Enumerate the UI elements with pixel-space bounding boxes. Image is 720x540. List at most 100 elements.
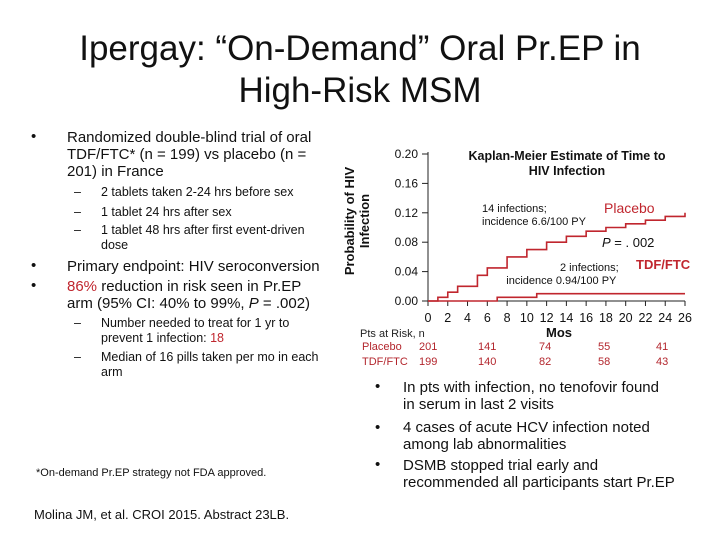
p-value-label: P = . 002: [602, 235, 654, 250]
p-symbol: P: [602, 235, 611, 250]
y-tick-label: 0.08: [395, 235, 419, 249]
x-axis: 0 2 4 6 8 10 12 14 16 18 20 22 24 26: [425, 300, 692, 325]
bullet-marker: •: [31, 128, 37, 145]
bullet-primary-endpoint: Primary endpoint: HIV seroconversion: [67, 258, 320, 275]
x-tick-label: 16: [579, 311, 593, 325]
x-tick-label: 24: [658, 311, 672, 325]
reduction-percent: 86%: [67, 278, 98, 295]
bullet-text: in serum in last 2 visits: [403, 396, 554, 413]
bullet-trial-design: Randomized double-blind trial of oral TD…: [67, 129, 347, 180]
y-axis: 0.20 0.16 0.12 0.08 0.04 0.00: [395, 147, 429, 308]
bullet-text: 4 cases of acute HCV infection noted: [403, 419, 650, 436]
risk-value: 55: [598, 341, 611, 353]
slide-title: Ipergay: “On-Demand” Oral Pr.EP in High-…: [0, 28, 720, 112]
y-tick-label: 0.20: [395, 147, 419, 161]
sub-bullet-text: prevent 1 infection:: [101, 331, 211, 345]
risk-value: 43: [656, 356, 669, 368]
sub-bullet-median-pills: Median of 16 pills taken per mo in each …: [101, 350, 319, 380]
x-tick-label: 10: [520, 311, 534, 325]
dash-marker: –: [74, 185, 81, 199]
y-tick-label: 0.12: [395, 206, 419, 220]
sub-bullet-nnt: Number needed to treat for 1 yr to preve…: [101, 316, 289, 346]
bullet-text: In pts with infection, no tenofovir foun…: [403, 379, 659, 396]
bullet-text: among lab abnormalities: [403, 436, 567, 453]
dash-marker: –: [74, 350, 81, 364]
legend-tdf-ftc: TDF/FTC: [636, 257, 691, 272]
x-tick-label: 8: [504, 311, 511, 325]
footnote: *On-demand Pr.EP strategy not FDA approv…: [36, 467, 267, 479]
legend-placebo: Placebo: [604, 200, 655, 216]
y-tick-label: 0.16: [395, 176, 419, 190]
sub-bullet-dose-2: 1 tablet 24 hrs after sex: [101, 205, 232, 219]
bullet-text: TDF/FTC* (n = 199) vs placebo (n =: [67, 146, 307, 163]
bullet-marker: •: [31, 277, 37, 294]
sub-bullet-text: dose: [101, 238, 129, 252]
x-tick-label: 26: [678, 311, 692, 325]
bullet-text: 201) in France: [67, 163, 164, 180]
bullet-no-tenofovir: In pts with infection, no tenofovir foun…: [403, 379, 659, 413]
chart-title-line-2: HIV Infection: [528, 164, 606, 178]
placebo-annotation: 14 infections; incidence 6.6/100 PY: [482, 203, 586, 229]
sub-bullet-text: 1 tablet 48 hrs after first event-driven: [101, 223, 305, 237]
risk-value: 140: [478, 356, 497, 368]
dash-marker: –: [74, 316, 81, 330]
sub-bullet-dose-3: 1 tablet 48 hrs after first event-driven…: [101, 223, 305, 253]
bullet-dsmb: DSMB stopped trial early and recommended…: [403, 457, 675, 491]
p-value: = . 002: [610, 235, 655, 250]
bullet-risk-reduction: 86% reduction in risk seen in Pr.EP arm …: [67, 278, 347, 312]
risk-row-label-placebo: Placebo: [362, 341, 402, 353]
title-line-1: Ipergay: “On-Demand” Oral Pr.EP in: [79, 29, 641, 68]
risk-value: 58: [598, 356, 611, 368]
risk-value: 141: [478, 341, 497, 353]
x-tick-label: 22: [639, 311, 653, 325]
tdf-incidence: incidence 0.94/100 PY: [506, 275, 617, 287]
risk-row-label-tdf: TDF/FTC: [362, 356, 408, 368]
p-symbol: P: [248, 295, 259, 312]
tdf-infections: 2 infections;: [560, 262, 619, 274]
nnt-value: 18: [210, 331, 225, 345]
bullet-marker: •: [375, 378, 381, 395]
tdf-annotation: 2 infections; incidence 0.94/100 PY: [504, 262, 619, 288]
risk-value: 199: [419, 356, 438, 368]
x-tick-label: 14: [559, 311, 573, 325]
citation: Molina JM, et al. CROI 2015. Abstract 23…: [34, 507, 290, 522]
chart-title: Kaplan-Meier Estimate of Time to HIV Inf…: [442, 149, 692, 179]
placebo-infections: 14 infections;: [482, 203, 547, 215]
risk-value: 41: [656, 341, 669, 353]
x-tick-label: 20: [619, 311, 633, 325]
bullet-marker: •: [375, 419, 381, 436]
chart-title-line-1: Kaplan-Meier Estimate of Time to: [468, 149, 666, 163]
y-tick-label: 0.04: [395, 265, 419, 279]
bullet-text: recommended all participants start Pr.EP: [403, 474, 675, 491]
km-chart: 0.200.160.120.080.040.00 0 2 4 6 8 10 12 14 16 18…: [395, 147, 692, 325]
dash-marker: –: [74, 205, 81, 219]
sub-bullet-text: arm: [101, 365, 123, 379]
bullet-text: arm (95% CI: 40% to 99%,: [67, 295, 249, 312]
tdf-ftc-curve: [428, 292, 685, 302]
x-tick-label: 2: [444, 311, 451, 325]
placebo-curve: [428, 212, 686, 302]
x-tick-label: 6: [484, 311, 491, 325]
x-tick-label: 0: [425, 311, 432, 325]
bullet-marker: •: [375, 456, 381, 473]
y-tick-label: 0.00: [395, 294, 419, 308]
placebo-incidence: incidence 6.6/100 PY: [482, 216, 586, 228]
x-tick-label: 18: [599, 311, 613, 325]
bullet-marker: •: [31, 257, 37, 274]
chart-series: [428, 212, 686, 302]
bullet-text: DSMB stopped trial early and: [403, 457, 599, 474]
risk-value: 82: [539, 356, 552, 368]
bullet-hcv: 4 cases of acute HCV infection noted amo…: [403, 419, 650, 453]
x-tick-label: 4: [464, 311, 471, 325]
dash-marker: –: [74, 223, 81, 237]
sub-bullet-text: Number needed to treat for 1 yr to: [101, 316, 290, 330]
chart-xlabel: Mos: [546, 325, 572, 340]
sub-bullet-dose-1: 2 tablets taken 2-24 hrs before sex: [101, 185, 294, 199]
risk-value: 201: [419, 341, 438, 353]
bullet-text: reduction in risk seen in Pr.EP: [97, 278, 302, 295]
bullet-text: Randomized double-blind trial of oral: [67, 129, 312, 146]
bullet-text: = .002): [258, 295, 311, 312]
x-tick-label: 12: [540, 311, 554, 325]
title-line-2: High-Risk MSM: [238, 71, 482, 110]
sub-bullet-text: Median of 16 pills taken per mo in each: [101, 350, 319, 364]
